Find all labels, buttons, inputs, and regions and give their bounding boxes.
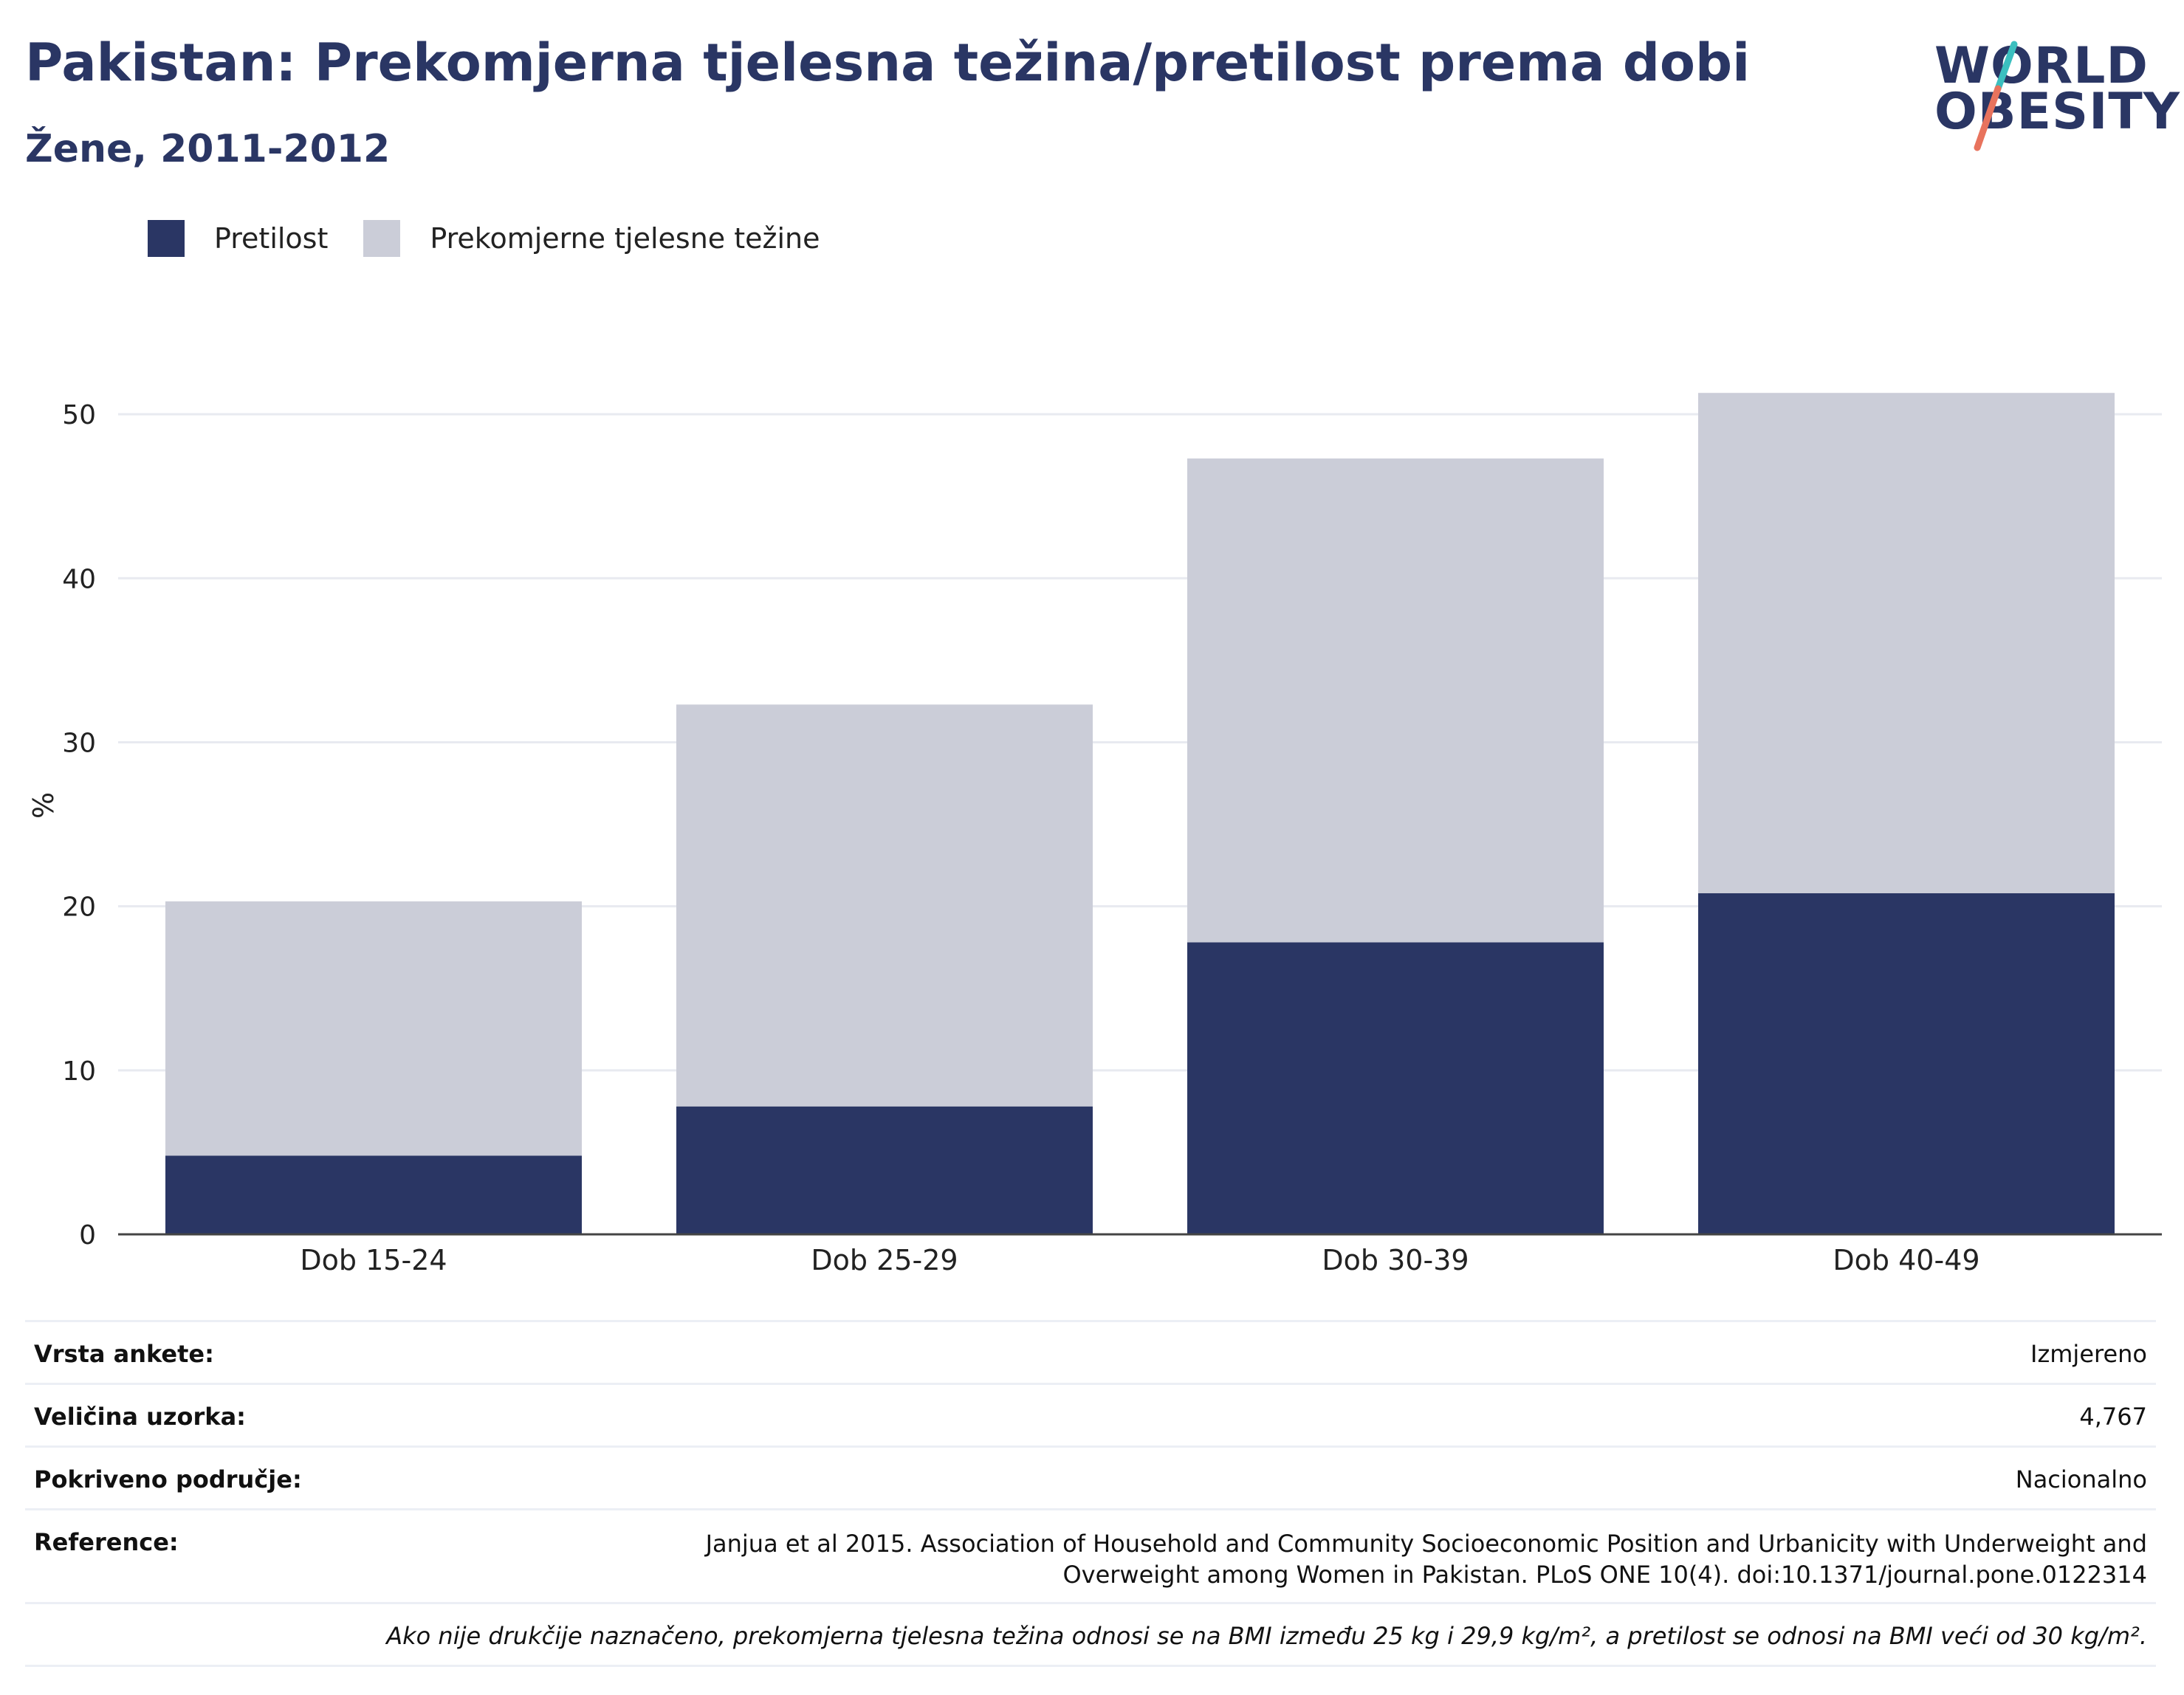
y-tick-label: 40: [62, 564, 96, 594]
info-value: 4,767: [2079, 1403, 2147, 1431]
info-label: Reference:: [34, 1528, 179, 1556]
y-tick-label: 0: [79, 1220, 96, 1251]
bar-prekomjerne-0: [165, 901, 582, 1156]
page-title: Pakistan: Prekomjerna tjelesna težina/pr…: [25, 32, 1751, 93]
info-row-sample-size: Veličina uzorka: 4,767: [25, 1383, 2156, 1445]
info-value: Janjua et al 2015. Association of Househ…: [705, 1530, 2147, 1589]
legend-label-prekomjerne: Prekomjerne tjelesne težine: [430, 222, 820, 255]
logo-line2: OBESITY: [1934, 83, 2180, 141]
bar-prekomjerne-3: [1698, 393, 2115, 893]
info-row-survey-type: Vrsta ankete: Izmjereno: [25, 1320, 2156, 1383]
footnote: Ako nije drukčije naznačeno, prekomjerna…: [386, 1622, 2147, 1650]
legend-swatch-pretilost: [148, 220, 185, 257]
bar-pretilost-1: [676, 1106, 1093, 1234]
info-label: Pokriveno područje:: [34, 1465, 302, 1493]
y-tick-label: 10: [62, 1056, 96, 1087]
logo-slash-icon: [1974, 41, 2018, 151]
legend-swatch-prekomjerne: [363, 220, 401, 257]
info-label: Vrsta ankete:: [34, 1340, 214, 1368]
x-tick-label: Dob 40-49: [1833, 1244, 1979, 1276]
survey-info-table: Vrsta ankete: Izmjereno Veličina uzorka:…: [25, 1320, 2156, 1667]
bar-prekomjerne-2: [1187, 458, 1604, 943]
info-footnote-row: Ako nije drukčije naznačeno, prekomjerna…: [25, 1602, 2156, 1667]
page-subtitle: Žene, 2011-2012: [25, 127, 391, 171]
x-tick-label: Dob 25-29: [811, 1244, 958, 1276]
chart-legend: Pretilost Prekomjerne tjelesne težine: [148, 220, 856, 257]
y-tick-label: 50: [62, 400, 96, 430]
world-obesity-logo: WORLD OBESITY: [1927, 37, 2180, 155]
info-label: Veličina uzorka:: [34, 1403, 246, 1431]
y-tick-label: 30: [62, 728, 96, 758]
x-tick-label: Dob 30-39: [1322, 1244, 1469, 1276]
bar-pretilost-2: [1187, 942, 1604, 1234]
x-tick-label: Dob 15-24: [300, 1244, 447, 1276]
bar-chart: 0 10 20 30 40 50% Dob 15-24 Dob 25-29 Dob 30-39 D…: [27, 393, 2162, 1276]
bar-pretilost-3: [1698, 893, 2115, 1234]
bar-prekomjerne-1: [676, 704, 1093, 1107]
legend-label-pretilost: Pretilost: [214, 222, 329, 255]
info-value: Nacionalno: [2015, 1465, 2147, 1493]
info-row-coverage: Pokriveno područje: Nacionalno: [25, 1445, 2156, 1508]
y-tick-label: 20: [62, 893, 96, 923]
logo-line1: WORLD: [1934, 37, 2149, 95]
bar-pretilost-0: [165, 1155, 582, 1234]
info-row-reference: Reference: Janjua et al 2015. Associatio…: [25, 1508, 2156, 1602]
info-value: Izmjereno: [2030, 1340, 2147, 1368]
y-axis-label: %: [27, 792, 60, 819]
